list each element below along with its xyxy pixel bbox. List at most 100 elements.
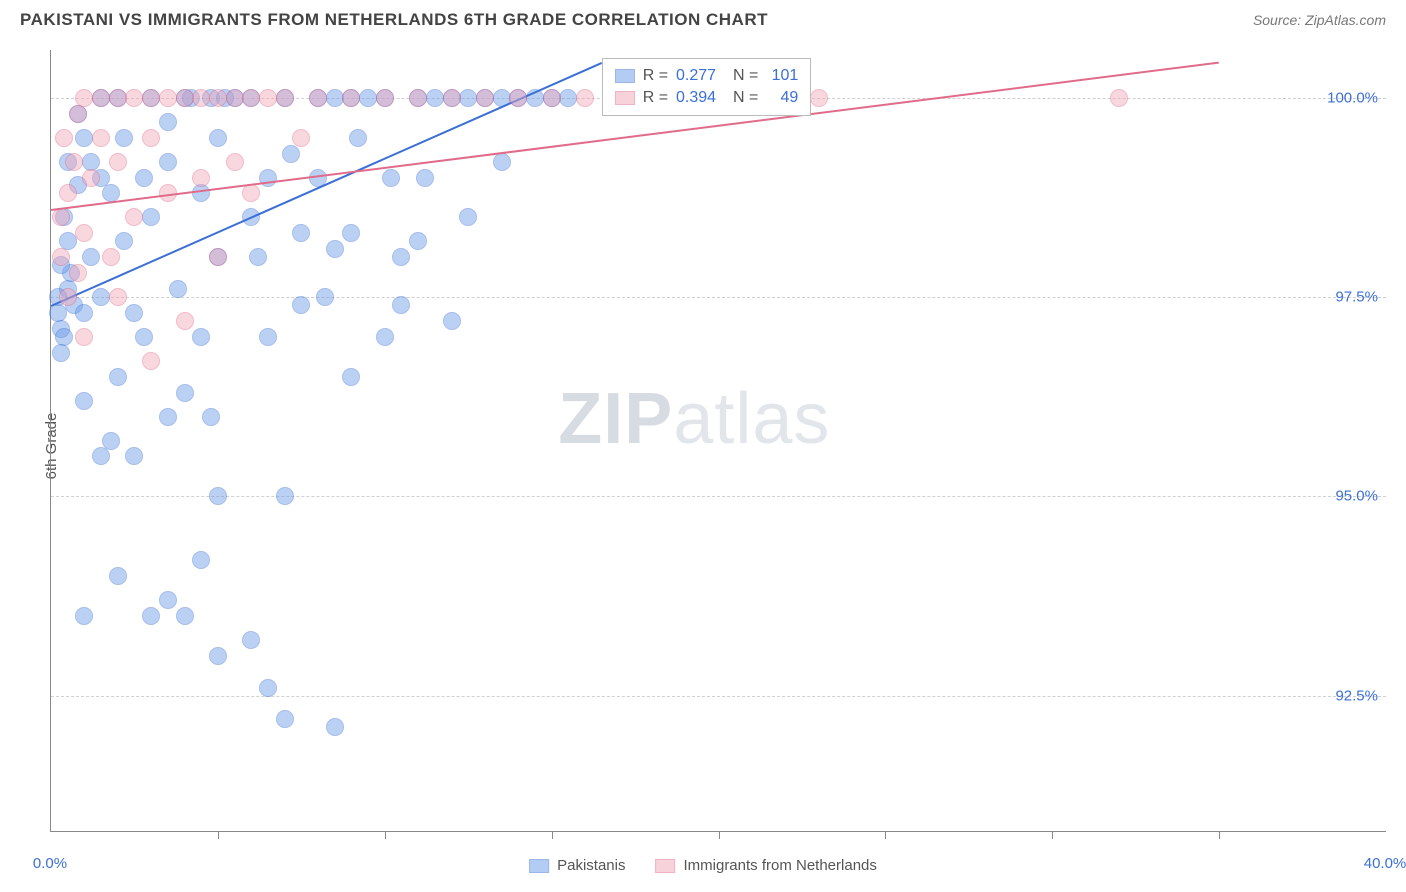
- data-point: [125, 89, 143, 107]
- data-point: [209, 129, 227, 147]
- data-point: [443, 312, 461, 330]
- data-point: [75, 224, 93, 242]
- x-tick: [552, 831, 553, 839]
- data-point: [316, 288, 334, 306]
- data-point: [109, 153, 127, 171]
- data-point: [576, 89, 594, 107]
- data-point: [109, 368, 127, 386]
- data-point: [1110, 89, 1128, 107]
- data-point: [159, 113, 177, 131]
- data-point: [192, 551, 210, 569]
- data-point: [176, 89, 194, 107]
- data-point: [443, 89, 461, 107]
- data-point: [209, 248, 227, 266]
- data-point: [276, 89, 294, 107]
- data-point: [259, 679, 277, 697]
- chart-source: Source: ZipAtlas.com: [1253, 12, 1386, 28]
- legend-label-1: Pakistanis: [557, 857, 625, 874]
- data-point: [209, 487, 227, 505]
- data-point: [92, 129, 110, 147]
- data-point: [75, 328, 93, 346]
- data-point: [135, 169, 153, 187]
- n-value: 101: [766, 67, 798, 85]
- data-point: [102, 248, 120, 266]
- data-point: [292, 296, 310, 314]
- data-point: [142, 89, 160, 107]
- data-point: [82, 248, 100, 266]
- data-point: [259, 89, 277, 107]
- data-point: [376, 89, 394, 107]
- data-point: [292, 224, 310, 242]
- data-point: [202, 408, 220, 426]
- r-value: 0.394: [676, 89, 716, 107]
- data-point: [52, 208, 70, 226]
- data-point: [159, 89, 177, 107]
- data-point: [75, 89, 93, 107]
- data-point: [82, 169, 100, 187]
- data-point: [292, 129, 310, 147]
- data-point: [55, 129, 73, 147]
- data-point: [125, 304, 143, 322]
- data-point: [409, 232, 427, 250]
- data-point: [326, 89, 344, 107]
- data-point: [359, 89, 377, 107]
- data-point: [309, 89, 327, 107]
- data-point: [65, 153, 83, 171]
- data-point: [192, 328, 210, 346]
- data-point: [349, 129, 367, 147]
- data-point: [382, 169, 400, 187]
- y-tick-label: 95.0%: [1335, 488, 1378, 505]
- data-point: [376, 328, 394, 346]
- y-tick-label: 97.5%: [1335, 289, 1378, 306]
- y-tick-label: 100.0%: [1327, 89, 1378, 106]
- data-point: [109, 567, 127, 585]
- data-point: [75, 304, 93, 322]
- data-point: [142, 607, 160, 625]
- data-point: [416, 169, 434, 187]
- data-point: [69, 105, 87, 123]
- data-point: [249, 248, 267, 266]
- gridline: [51, 297, 1386, 298]
- data-point: [192, 184, 210, 202]
- data-point: [242, 184, 260, 202]
- data-point: [392, 248, 410, 266]
- data-point: [135, 328, 153, 346]
- data-point: [559, 89, 577, 107]
- legend-label-2: Immigrants from Netherlands: [683, 857, 876, 874]
- data-point: [342, 224, 360, 242]
- swatch-2: [655, 859, 675, 873]
- data-point: [276, 710, 294, 728]
- watermark: ZIPatlas: [558, 378, 830, 460]
- gridline: [51, 496, 1386, 497]
- data-point: [169, 280, 187, 298]
- data-point: [509, 89, 527, 107]
- data-point: [459, 208, 477, 226]
- data-point: [810, 89, 828, 107]
- data-point: [125, 447, 143, 465]
- data-point: [209, 647, 227, 665]
- chart-title: PAKISTANI VS IMMIGRANTS FROM NETHERLANDS…: [20, 10, 768, 30]
- data-point: [276, 487, 294, 505]
- legend-row: R = 0.394 N = 49: [615, 87, 799, 109]
- data-point: [102, 432, 120, 450]
- data-point: [226, 153, 244, 171]
- x-tick: [218, 831, 219, 839]
- data-point: [282, 145, 300, 163]
- x-tick: [719, 831, 720, 839]
- data-point: [342, 89, 360, 107]
- correlation-legend: R = 0.277 N = 101R = 0.394 N = 49: [602, 58, 812, 116]
- data-point: [176, 384, 194, 402]
- data-point: [242, 89, 260, 107]
- data-point: [115, 129, 133, 147]
- data-point: [125, 208, 143, 226]
- data-point: [159, 153, 177, 171]
- x-tick: [1219, 831, 1220, 839]
- data-point: [59, 184, 77, 202]
- data-point: [176, 607, 194, 625]
- data-point: [209, 89, 227, 107]
- data-point: [409, 89, 427, 107]
- data-point: [242, 631, 260, 649]
- swatch-1: [529, 859, 549, 873]
- x-tick: [885, 831, 886, 839]
- r-value: 0.277: [676, 67, 716, 85]
